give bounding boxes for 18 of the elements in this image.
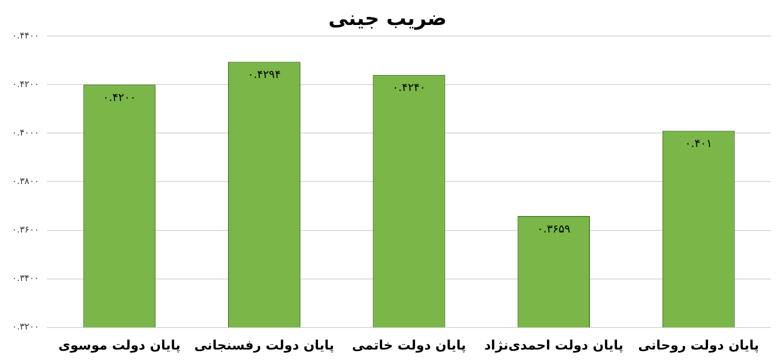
data-label: ۰.۴۰۱ <box>685 137 712 150</box>
data-label: ۰.۴۲۴۰ <box>392 81 426 94</box>
y-tick-label: ۰.۳۸۰۰ <box>12 177 40 188</box>
data-label: ۰.۴۲۰۰ <box>102 90 136 104</box>
x-tick-label: پایان دولت رفسنجانی <box>194 338 334 354</box>
x-tick-label: پایان دولت موسوی <box>58 338 180 354</box>
x-tick-label: پایان دولت روحانی <box>638 338 760 354</box>
y-tick-label: ۰.۴۰۰۰ <box>12 128 40 138</box>
x-tick-label: پایان دولت احمدی‌نژاد <box>484 338 624 354</box>
y-tick-label: ۰.۳۶۰۰ <box>12 226 40 236</box>
y-tick-label: ۰.۴۴۰۰ <box>12 31 40 42</box>
y-tick-label: ۰.۳۲۰۰ <box>12 322 40 333</box>
y-tick-label: ۰.۴۲۰۰ <box>12 80 40 90</box>
chart-title: ضریب جینی <box>328 6 447 30</box>
x-tick-label: پایان دولت خاتمی <box>352 338 466 354</box>
data-label: ۰.۴۲۹۴ <box>248 68 281 82</box>
y-tick-label: ۰.۳۴۰۰ <box>12 274 40 284</box>
data-label: ۰.۳۶۵۹ <box>537 222 570 236</box>
